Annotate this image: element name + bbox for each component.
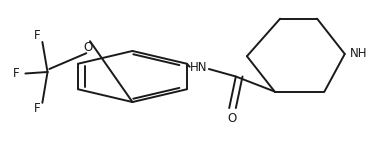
Text: NH: NH xyxy=(350,47,368,60)
Text: F: F xyxy=(13,67,19,80)
Text: O: O xyxy=(84,41,93,54)
Text: O: O xyxy=(228,112,237,125)
Text: F: F xyxy=(34,102,41,115)
Text: HN: HN xyxy=(190,61,208,74)
Text: F: F xyxy=(34,29,41,42)
